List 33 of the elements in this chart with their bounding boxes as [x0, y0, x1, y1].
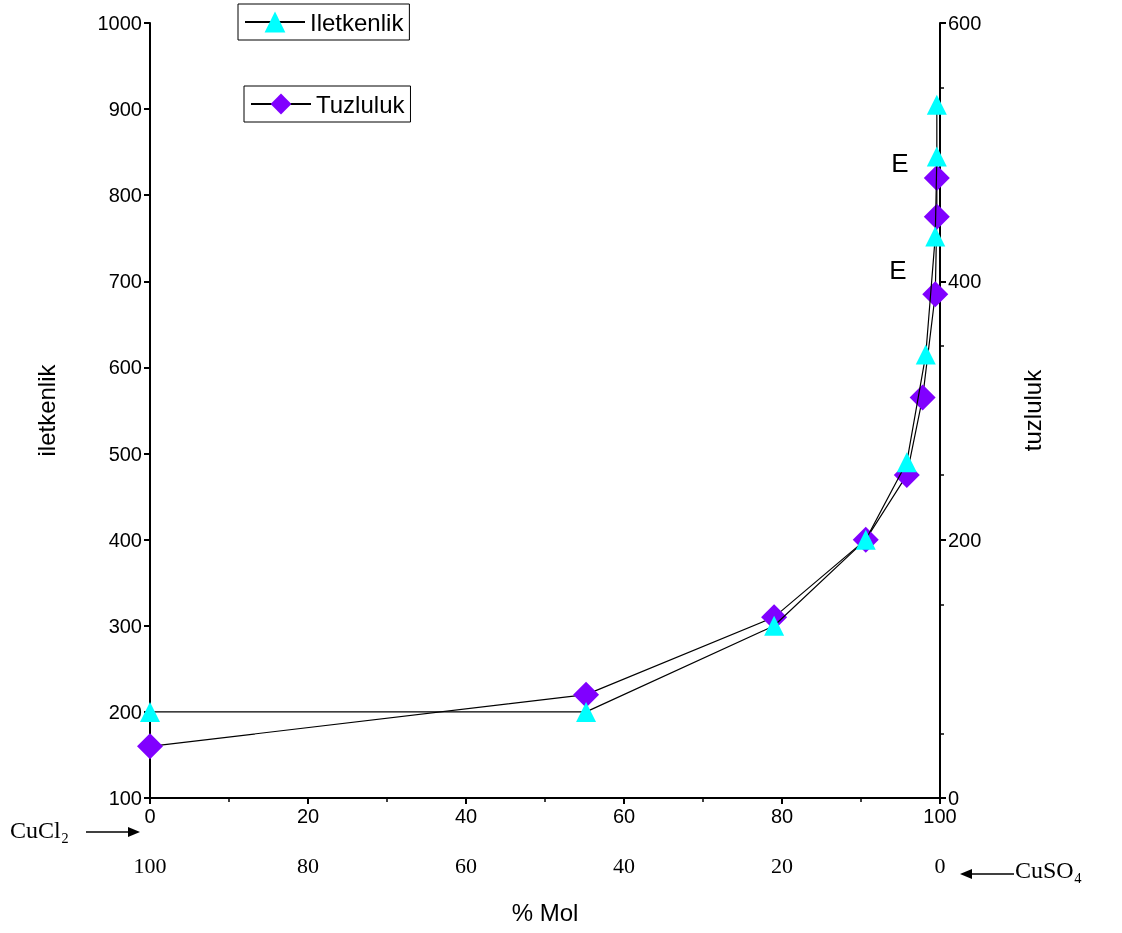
x2-tick-label: 100	[133, 852, 167, 878]
y-tick-label: 600	[108, 356, 142, 379]
annotation: E	[889, 255, 907, 285]
y-tick-label: 500	[108, 442, 142, 465]
y-tick-label: 1000	[97, 12, 142, 34]
x-axis-title: % Mol	[511, 898, 579, 926]
x-tick-label: 80	[770, 805, 794, 827]
y-axis-title: iletkenlik	[32, 363, 60, 457]
legend-label: Tuzluluk	[316, 90, 406, 118]
y-tick-label: 100	[108, 787, 142, 809]
annotation: E	[891, 148, 909, 178]
x-tick-label: 20	[296, 805, 320, 827]
y-tick-label: 900	[108, 98, 142, 121]
text: CuCl₂	[10, 817, 70, 843]
y-tick-label: 400	[108, 528, 142, 551]
y-tick-label: 800	[108, 184, 142, 207]
y2-axis-title: tuzluluk	[1018, 368, 1046, 452]
x-tick-label: 60	[612, 805, 636, 827]
x2-tick-label: 80	[297, 852, 319, 878]
y-tick-label: 300	[108, 614, 142, 637]
y-tick-label: 700	[108, 270, 142, 293]
text: CuSO₄	[1015, 857, 1083, 883]
x2-tick-label: 60	[455, 852, 477, 878]
y2-tick-label: 200	[948, 528, 982, 551]
y-tick-label: 200	[108, 700, 142, 723]
x-tick-label: 0	[144, 805, 156, 827]
y2-tick-label: 600	[948, 12, 982, 34]
x2-tick-label: 0	[934, 852, 946, 878]
x2-tick-label: 20	[771, 852, 793, 878]
legend-label: Iletkenlik	[310, 8, 405, 36]
y2-tick-label: 400	[948, 270, 982, 293]
x2-tick-label: 40	[613, 852, 635, 878]
x-tick-label: 40	[454, 805, 478, 827]
